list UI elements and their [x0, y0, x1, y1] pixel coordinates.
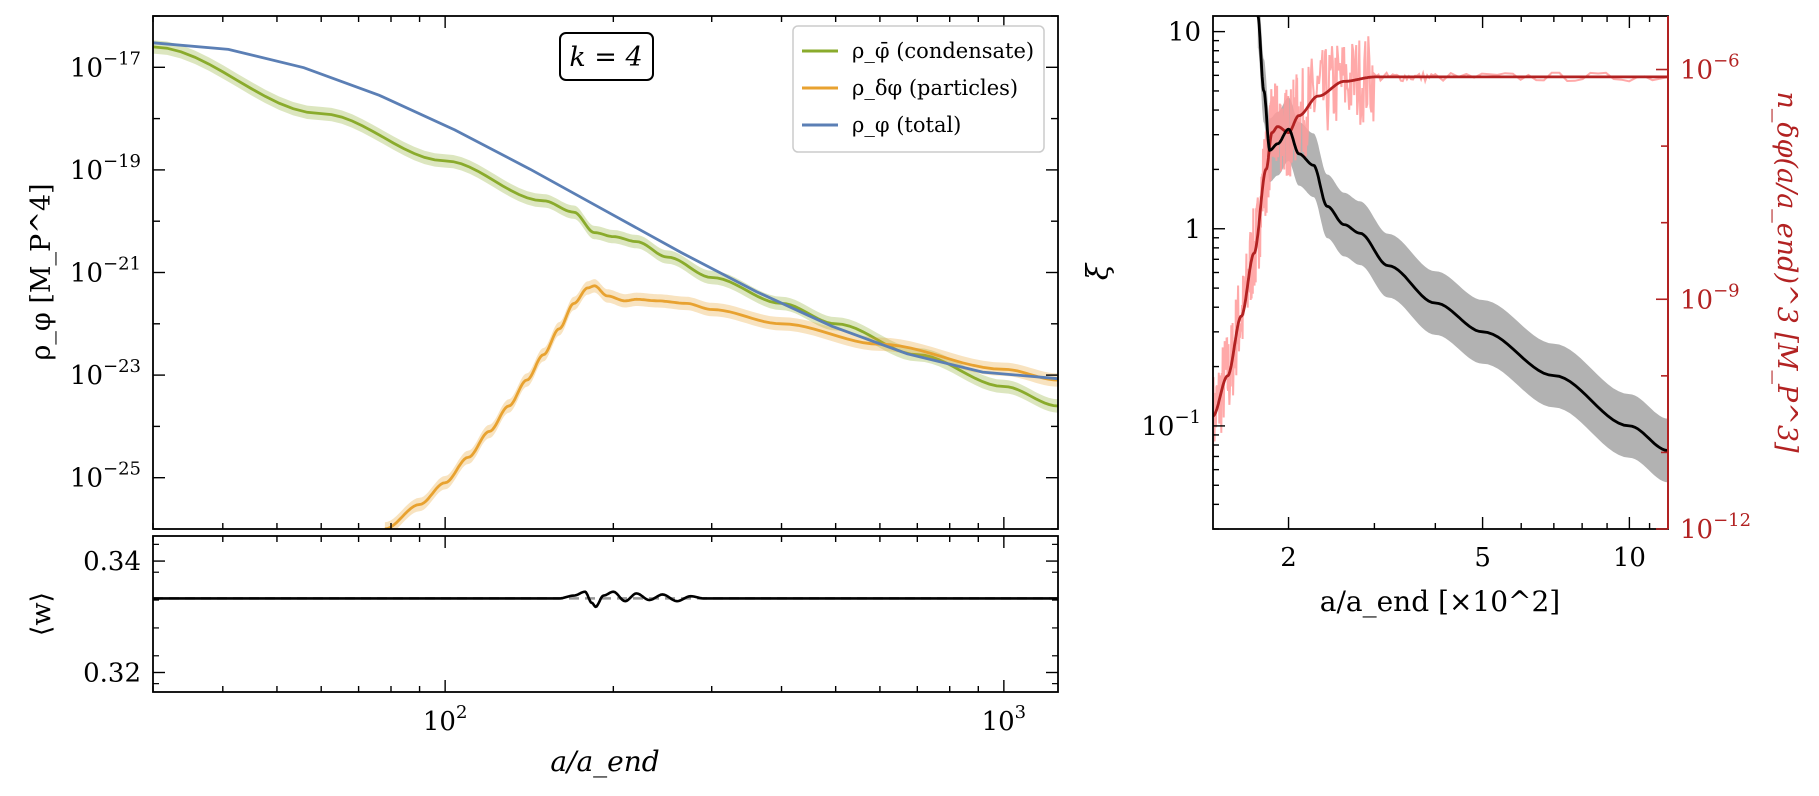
x-tick-label: 10 [1613, 543, 1646, 573]
y-tick-label: 1 [1184, 215, 1201, 245]
x-tick-label: 103 [982, 702, 1027, 737]
legend: ρ_φ̄ (condensate) ρ_δφ (particles) ρ_φ (… [792, 25, 1045, 153]
energy-density-panel: 10−17 10−19 10−21 10−23 10−25 k = 4 ρ_φ̄ (co… [26, 15, 1059, 530]
x-tick-label: 2 [1280, 543, 1297, 573]
legend-label-condensate: ρ_φ̄ (condensate) [852, 39, 1034, 63]
y-tick-label: 0.32 [83, 659, 141, 689]
ratio-y-label: ξ [1081, 262, 1116, 280]
series-xi [1256, 16, 1668, 452]
band-xi [1257, 16, 1668, 483]
y2-tick-label: 10−12 [1680, 510, 1751, 545]
legend-label-particles: ρ_δφ (particles) [852, 76, 1018, 100]
y2-tick-label: 10−9 [1680, 280, 1740, 315]
x-tick-label: 102 [423, 702, 468, 737]
y2-tick-label: 10−6 [1680, 51, 1740, 86]
y-tick-label: 10−1 [1141, 407, 1201, 442]
y-tick-label: 10−21 [70, 254, 141, 289]
y-tick-label: 10−23 [70, 356, 141, 391]
series-n [1213, 75, 1668, 418]
legend-box [792, 25, 1045, 153]
band-particles [384, 279, 1058, 529]
series-w [153, 590, 1058, 609]
series-particles [384, 284, 1058, 529]
k-annotation-box [559, 32, 654, 81]
shared-x-label: a/a_end [550, 745, 659, 778]
series-total [153, 41, 1058, 381]
y-tick-label: 10−17 [70, 48, 141, 83]
k-annotation: k = 4 [559, 32, 654, 81]
legend-label-total: ρ_φ (total) [852, 113, 961, 137]
k-annotation-label: k = 4 [569, 42, 642, 73]
y-tick-label: 0.34 [83, 547, 141, 577]
x-tick-label: 5 [1474, 543, 1491, 573]
energy-density-y-label: ρ_φ [M_P^4] [26, 183, 57, 360]
ratio-x-label: a/a_end [×10^2] [1320, 585, 1560, 618]
number-density-y-label: n_δφ(a/a_end)^3 [M_P^3] [1771, 91, 1802, 453]
equation-of-state-frame [152, 535, 1059, 693]
y-tick-label: 10−25 [70, 459, 141, 494]
band-condensate [153, 40, 1058, 413]
y-tick-label: 10 [1168, 18, 1201, 48]
equation-of-state-y-label: ⟨w⟩ [26, 592, 57, 636]
y-tick-label: 10−19 [70, 151, 141, 186]
ratio-panel: 2 5 10 10 1 10−1 10−6 10−9 10−12 ξ n_δφ(a/a_end)… [1081, 15, 1802, 618]
equation-of-state-panel: 0.34 0.32 102 103 ⟨w⟩ a/a_end [26, 535, 1059, 778]
